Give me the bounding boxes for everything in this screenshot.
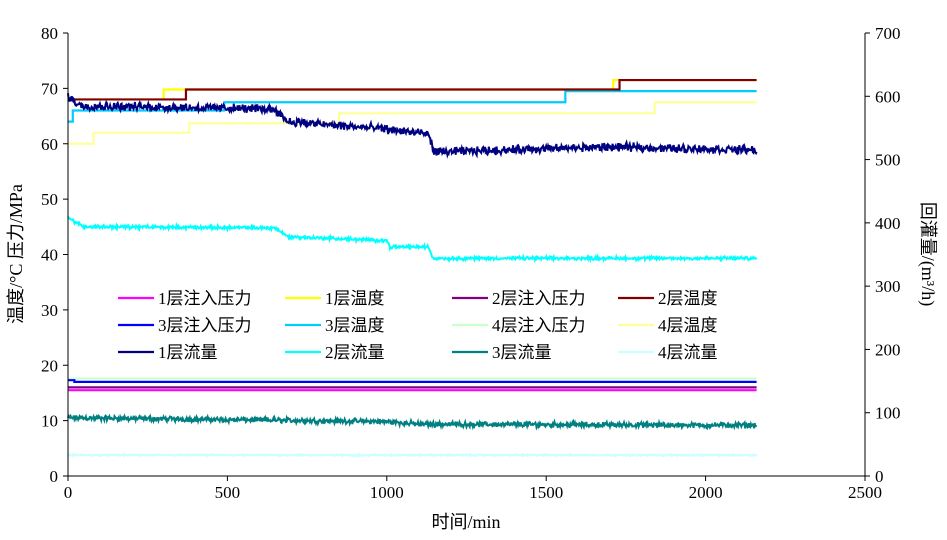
legend-label: 3层流量 <box>492 343 552 362</box>
series-line-10 <box>67 215 758 264</box>
legend-item: 1层温度 <box>285 289 385 308</box>
y-right-tick-label: 700 <box>875 24 901 43</box>
x-tick-label: 1000 <box>370 483 404 502</box>
y-right-tick-label: 0 <box>875 467 884 486</box>
legend-label: 4层温度 <box>658 316 718 335</box>
x-tick-label: 2500 <box>848 483 882 502</box>
y-right-tick-label: 200 <box>875 340 901 359</box>
y-right-tick-label: 400 <box>875 214 901 233</box>
legend-label: 2层注入压力 <box>492 289 586 308</box>
y-right-tick-label: 100 <box>875 404 901 423</box>
legend-label: 3层温度 <box>325 316 385 335</box>
y-right-tick-label: 500 <box>875 151 901 170</box>
x-axis-label: 时间/min <box>431 512 500 532</box>
series-line-8 <box>68 101 757 145</box>
series-line-5 <box>68 379 757 383</box>
y-left-tick-label: 70 <box>41 79 58 98</box>
y-left-axis-label: 温度/°C 压力/MPa <box>6 184 26 324</box>
y-left-tick-label: 80 <box>41 24 58 43</box>
x-tick-label: 0 <box>64 483 73 502</box>
legend-item: 3层注入压力 <box>118 316 252 335</box>
legend-item: 2层注入压力 <box>452 289 586 308</box>
x-tick-label: 1500 <box>529 483 563 502</box>
y-left-tick-label: 60 <box>41 135 58 154</box>
legend-label: 2层流量 <box>325 343 385 362</box>
axes-layer: 0 500 1000 1500 2000 250001020304050607080010… <box>41 24 901 502</box>
y-left-tick-label: 50 <box>41 190 58 209</box>
legend-label: 1层注入压力 <box>158 289 252 308</box>
x-tick-label: 2000 <box>689 483 723 502</box>
legend-label: 1层温度 <box>325 289 385 308</box>
y-left-tick-label: 30 <box>41 301 58 320</box>
legend-item: 2层流量 <box>285 343 385 362</box>
legend-item: 4层温度 <box>618 316 718 335</box>
legend-label: 4层流量 <box>658 343 718 362</box>
y-right-tick-label: 300 <box>875 277 901 296</box>
series-line-4 <box>68 78 757 101</box>
y-right-axis-label: 回灌量/(m³/h) <box>917 202 938 306</box>
series-line-12 <box>67 451 758 459</box>
legend-item: 4层流量 <box>618 343 718 362</box>
legend-item: 1层注入压力 <box>118 289 252 308</box>
series-layer <box>67 78 758 459</box>
series-line-6 <box>68 90 757 123</box>
y-right-tick-label: 600 <box>875 87 901 106</box>
legend-item: 4层注入压力 <box>452 316 586 335</box>
legend: 1层注入压力 1层温度 2层注入压力 2层温度 3层注入压力 3层温度 4层注入压力 4层温度… <box>118 289 718 362</box>
legend-label: 4层注入压力 <box>492 316 586 335</box>
x-tick-label: 500 <box>215 483 241 502</box>
series-line-11 <box>67 413 758 431</box>
series-line-9 <box>67 93 758 159</box>
y-left-tick-label: 40 <box>41 246 58 265</box>
y-left-tick-label: 10 <box>41 412 58 431</box>
legend-item: 3层温度 <box>285 316 385 335</box>
legend-item: 1层流量 <box>118 343 218 362</box>
legend-item: 3层流量 <box>452 343 552 362</box>
legend-item: 2层温度 <box>618 289 718 308</box>
legend-label: 3层注入压力 <box>158 316 252 335</box>
legend-label: 2层温度 <box>658 289 718 308</box>
y-left-tick-label: 20 <box>41 356 58 375</box>
legend-label: 1层流量 <box>158 343 218 362</box>
y-left-tick-label: 0 <box>50 467 59 486</box>
